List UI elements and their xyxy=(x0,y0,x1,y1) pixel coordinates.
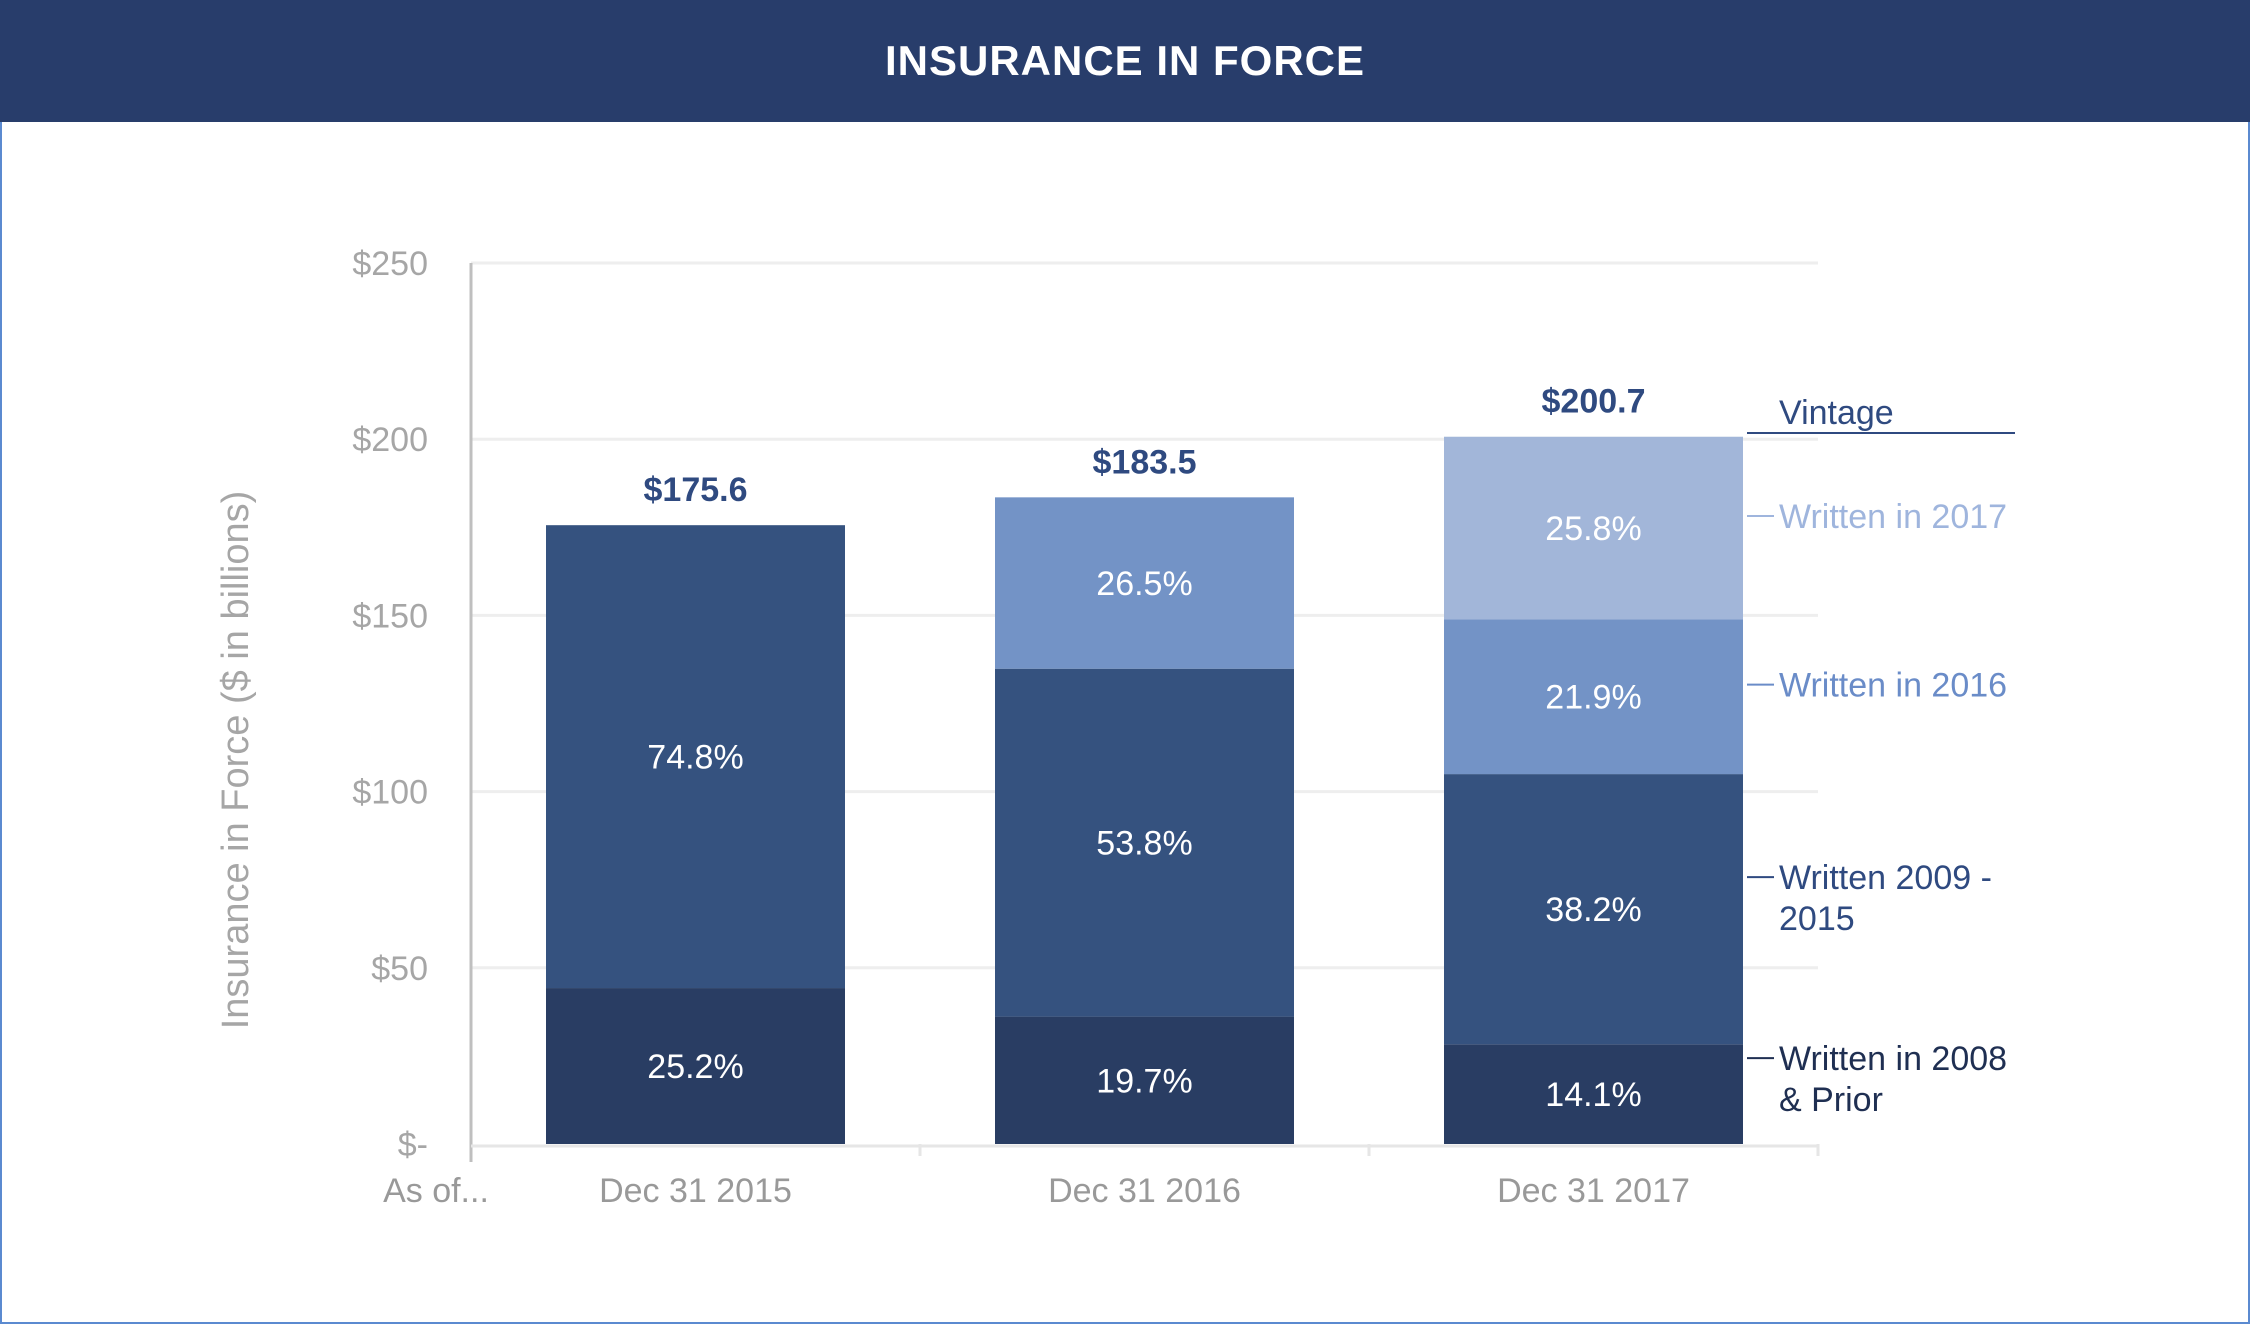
x-tick-label: Dec 31 2017 xyxy=(1497,1172,1690,1210)
legend-item: Written in 2017 xyxy=(1779,498,2007,536)
legend-title: Vintage xyxy=(1779,394,1894,432)
data-label: 26.5% xyxy=(1096,565,1192,603)
bar-segment xyxy=(1444,436,1743,620)
total-label: $200.7 xyxy=(1542,383,1646,421)
y-tick-label: $150 xyxy=(352,597,428,635)
y-tick-label: $200 xyxy=(352,421,428,459)
data-label: 21.9% xyxy=(1545,679,1641,717)
data-label: 38.2% xyxy=(1545,891,1641,929)
data-label: 14.1% xyxy=(1545,1076,1641,1114)
bar-segment xyxy=(546,525,845,989)
data-label: 25.2% xyxy=(647,1048,743,1086)
y-tick-label: $250 xyxy=(352,245,428,283)
legend-item: 2015 xyxy=(1779,900,1855,938)
bar-segment xyxy=(1444,619,1743,775)
legend-item: Written in 2008 xyxy=(1779,1040,2007,1078)
bar-segment xyxy=(995,668,1294,1017)
total-label: $175.6 xyxy=(644,471,748,509)
data-label: 74.8% xyxy=(647,739,743,777)
data-label: 25.8% xyxy=(1545,510,1641,548)
data-label: 53.8% xyxy=(1096,825,1192,863)
x-tick-label: Dec 31 2015 xyxy=(599,1172,792,1210)
total-label: $183.5 xyxy=(1093,443,1197,481)
chart-title: INSURANCE IN FORCE xyxy=(884,37,1366,84)
header-bar: INSURANCE IN FORCE xyxy=(0,0,2250,122)
y-tick-label: $50 xyxy=(371,950,428,988)
y-axis-label: Insurance in Force ($ in billions) xyxy=(215,491,257,1030)
bar-segment xyxy=(1444,1044,1743,1144)
bar-segment xyxy=(995,497,1294,669)
legend-item: Written in 2016 xyxy=(1779,667,2007,705)
x-tick-label: Dec 31 2016 xyxy=(1048,1172,1241,1210)
y-tick-label: $- xyxy=(398,1126,428,1164)
x-axis-label: As of... xyxy=(383,1172,489,1210)
y-tick-label: $100 xyxy=(352,774,428,812)
bar-segment xyxy=(995,1016,1294,1144)
legend-item: & Prior xyxy=(1779,1081,1883,1119)
bar-segment xyxy=(1444,774,1743,1045)
legend-item: Written 2009 - xyxy=(1779,859,1992,897)
bar-segment xyxy=(546,988,845,1144)
data-label: 19.7% xyxy=(1096,1062,1192,1100)
